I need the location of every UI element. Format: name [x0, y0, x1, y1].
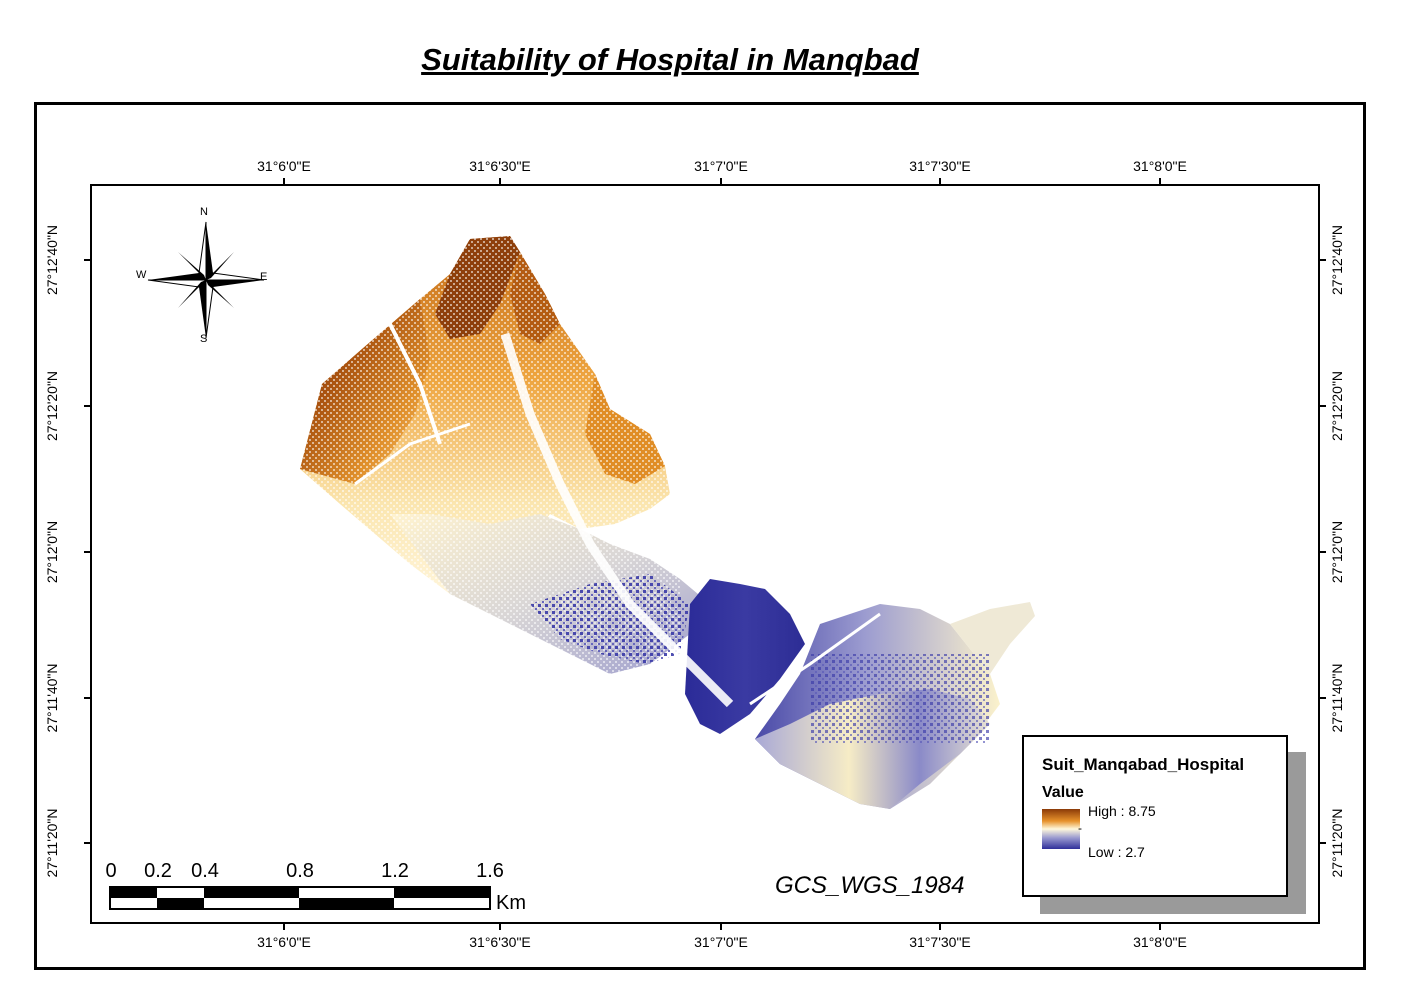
scale-label: 0.2 — [144, 860, 172, 882]
lat-tick-label: 27°12'0"N — [44, 520, 60, 584]
map-title: Suitability of Hospital in Manqbad — [421, 42, 919, 77]
compass-south-label: S — [200, 333, 208, 345]
graticule-tick — [84, 259, 90, 261]
lon-tick-label: 31°8'0"E — [1133, 158, 1187, 174]
graticule-tick — [939, 924, 941, 930]
lon-tick-label: 31°6'30"E — [469, 934, 531, 950]
graticule-tick — [84, 551, 90, 553]
legend-title: Suit_Manqabad_Hospital — [1042, 755, 1245, 774]
graticule-tick — [1320, 259, 1326, 261]
outer-frame — [34, 102, 1366, 970]
graticule-tick — [84, 405, 90, 407]
compass-north-label: N — [200, 206, 208, 218]
graticule-tick — [720, 924, 722, 930]
lat-tick-label: 27°11'20"N — [44, 808, 60, 878]
compass-west-label: W — [136, 269, 147, 281]
lon-tick-label: 31°7'30"E — [909, 934, 971, 950]
scale-bar — [109, 886, 491, 910]
graticule-tick — [84, 842, 90, 844]
graticule-tick — [1320, 551, 1326, 553]
legend-high-label: High : 8.75 — [1088, 803, 1156, 819]
scale-label: 0.8 — [286, 860, 314, 882]
lon-tick-label: 31°6'0"E — [257, 158, 311, 174]
legend-color-ramp — [1042, 809, 1080, 849]
legend: Suit_Manqabad_Hospital Value High : 8.75… — [1022, 735, 1288, 897]
legend-low-label: Low : 2.7 — [1088, 844, 1145, 860]
lat-tick-label: 27°11'40"N — [44, 663, 60, 733]
graticule-tick — [1159, 924, 1161, 930]
map-frame[interactable]: N S E W — [90, 184, 1320, 924]
lon-tick-label: 31°6'30"E — [469, 158, 531, 174]
graticule-tick — [1320, 842, 1326, 844]
lat-tick-label: 27°12'20"N — [1329, 370, 1345, 442]
lat-tick-label: 27°12'40"N — [1329, 224, 1345, 296]
scale-label: 0.4 — [191, 860, 219, 882]
lon-tick-label: 31°7'0"E — [694, 934, 748, 950]
lat-tick-label: 27°12'20"N — [44, 370, 60, 442]
graticule-tick — [1320, 405, 1326, 407]
graticule-tick — [283, 924, 285, 930]
compass-east-label: E — [260, 271, 268, 283]
scale-unit: Km — [496, 892, 526, 914]
north-arrow-icon — [147, 221, 265, 339]
graticule-tick — [499, 178, 501, 184]
graticule-tick — [84, 697, 90, 699]
legend-value-label: Value — [1042, 784, 1084, 801]
lon-tick-label: 31°8'0"E — [1133, 934, 1187, 950]
legend-dash: - — [1078, 821, 1082, 835]
lon-tick-label: 31°6'0"E — [257, 934, 311, 950]
graticule-tick — [720, 178, 722, 184]
projection-label: GCS_WGS_1984 — [775, 872, 965, 899]
graticule-tick — [499, 924, 501, 930]
graticule-tick — [939, 178, 941, 184]
lat-tick-label: 27°11'40"N — [1329, 663, 1345, 733]
scale-label: 1.6 — [476, 860, 504, 882]
suitability-raster — [300, 234, 1035, 809]
lon-tick-label: 31°7'30"E — [909, 158, 971, 174]
graticule-tick — [1320, 697, 1326, 699]
graticule-tick — [1159, 178, 1161, 184]
graticule-tick — [283, 178, 285, 184]
lat-tick-label: 27°11'20"N — [1329, 808, 1345, 878]
scale-label: 1.2 — [381, 860, 409, 882]
lat-tick-label: 27°12'40"N — [44, 224, 60, 296]
lat-tick-label: 27°12'0"N — [1329, 520, 1345, 584]
lon-tick-label: 31°7'0"E — [694, 158, 748, 174]
scale-label: 0 — [105, 860, 117, 882]
